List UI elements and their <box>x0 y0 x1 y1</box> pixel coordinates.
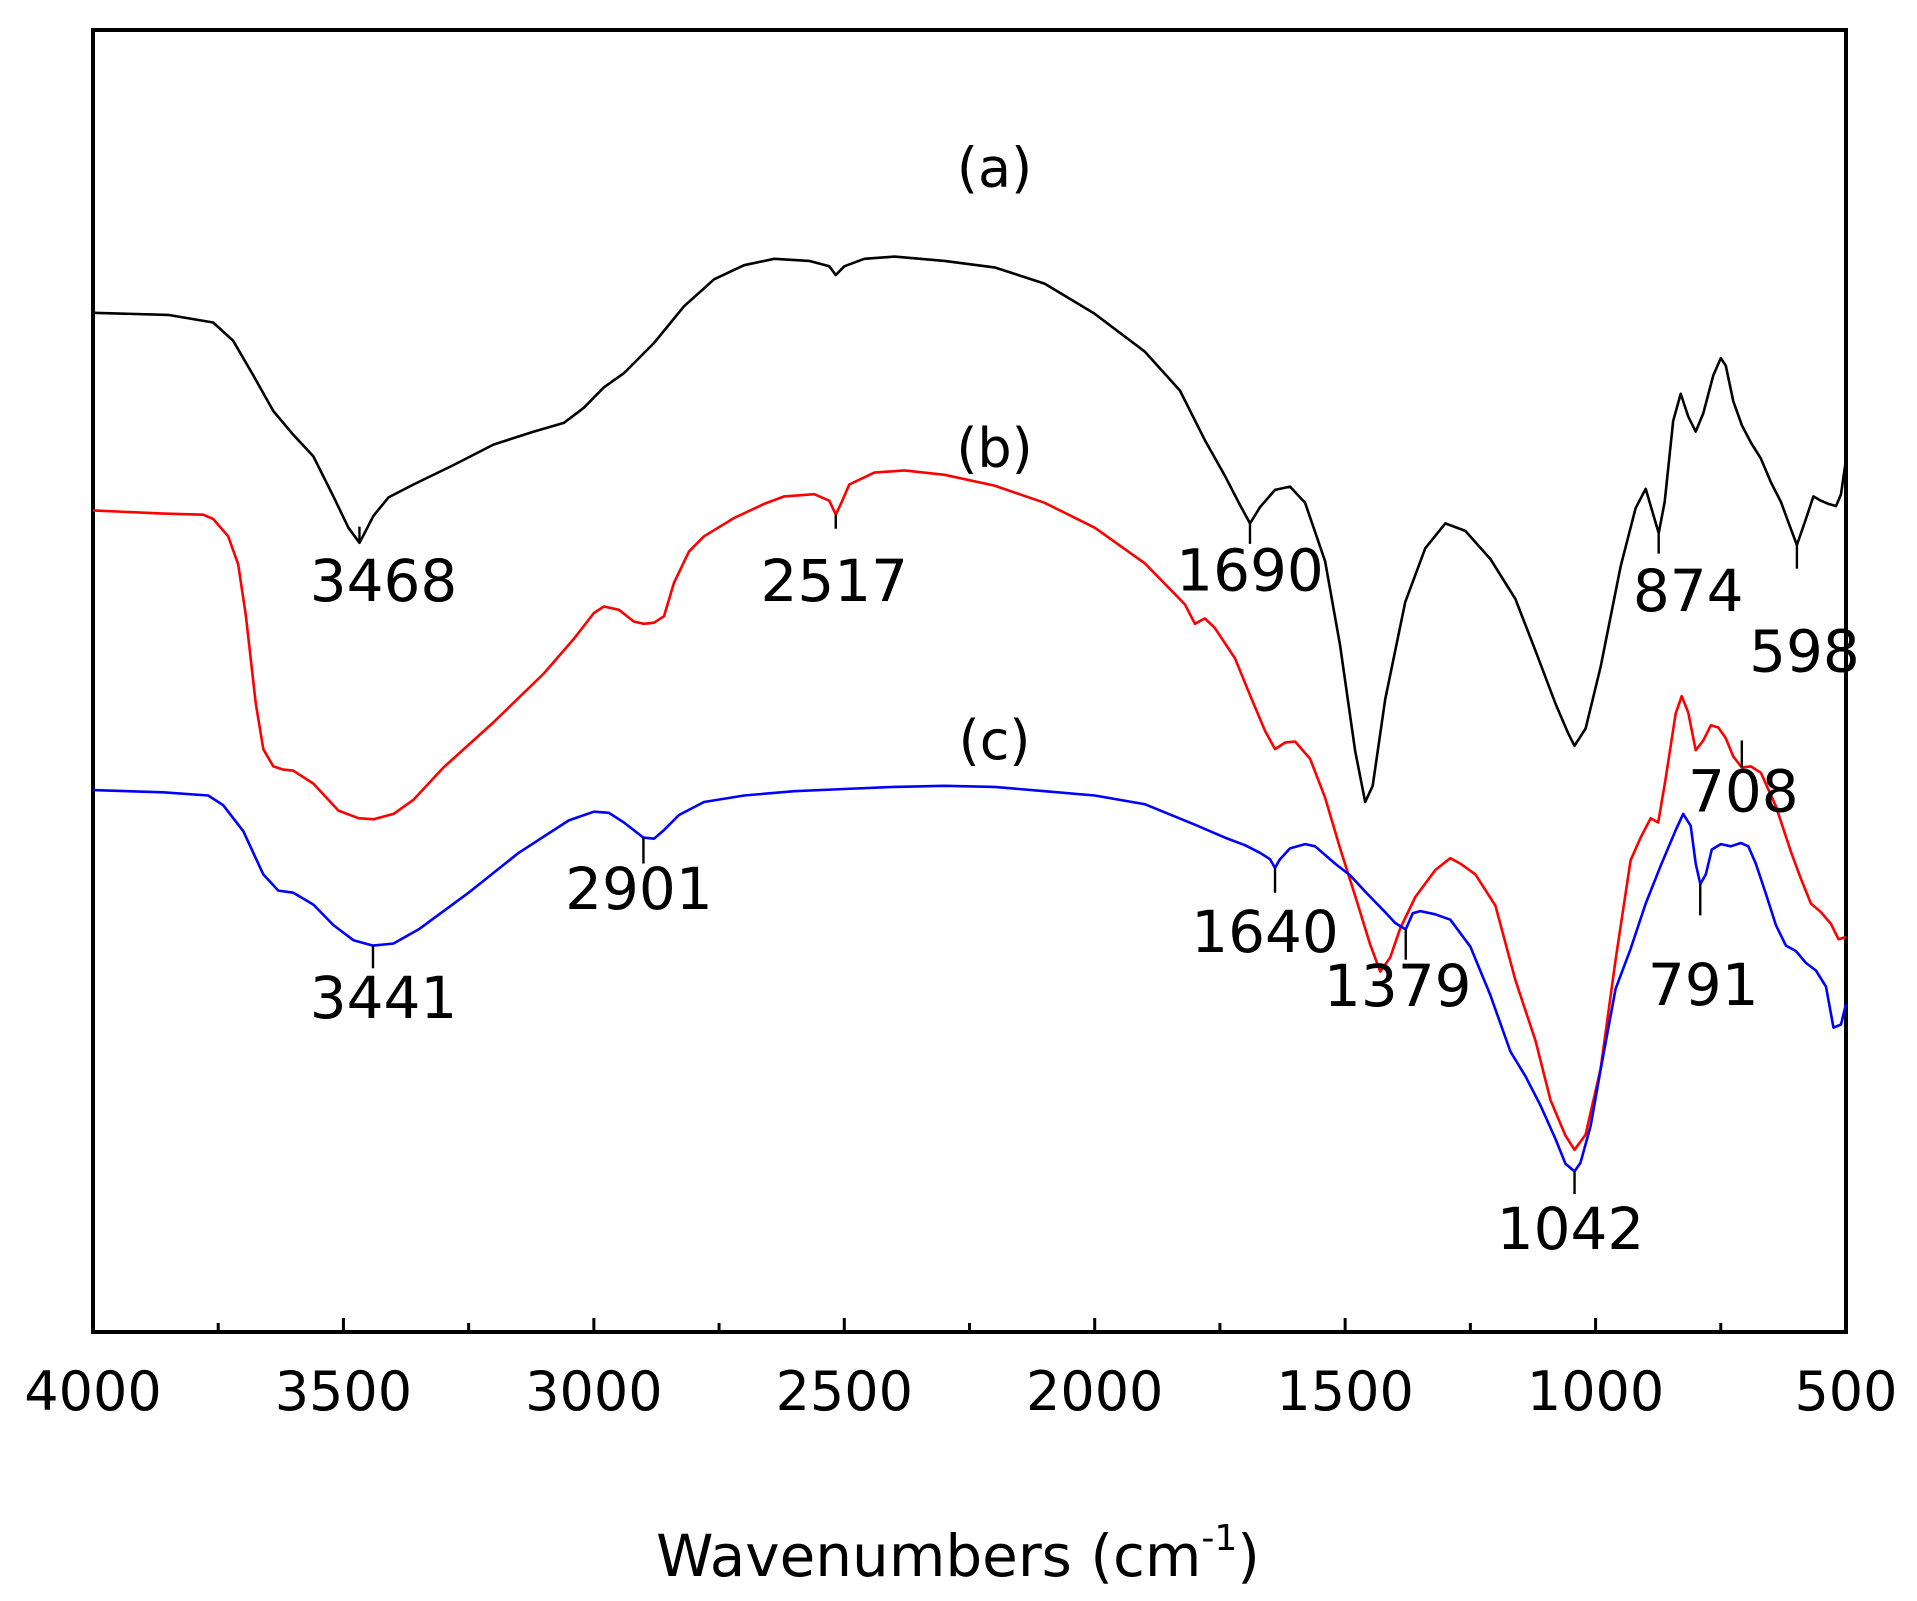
x-tick-label-1000: 1000 <box>1527 1360 1664 1423</box>
peak-label-1379: 1379 <box>1324 952 1472 1020</box>
peak-label-708: 708 <box>1688 758 1799 826</box>
x-tick-label-1500: 1500 <box>1276 1360 1413 1423</box>
x-axis: 4000 3500 3000 2500 2000 1500 1000 500 <box>24 1318 1898 1423</box>
peak-label-3441: 3441 <box>310 964 458 1032</box>
series-label-a: (a) <box>957 136 1032 199</box>
series-label-b: (b) <box>956 417 1032 480</box>
peak-label-598: 598 <box>1749 617 1860 685</box>
peak-label-3468: 3468 <box>310 547 458 615</box>
series-line-a <box>92 255 1848 804</box>
series-line-c <box>92 784 1848 1173</box>
peak-label-874: 874 <box>1633 557 1744 625</box>
x-tick-label-3500: 3500 <box>275 1360 412 1423</box>
peak-label-1042: 1042 <box>1497 1195 1645 1263</box>
peak-label-2901: 2901 <box>565 855 713 923</box>
x-axis-title-main: Wavenumbers (cm <box>656 1522 1201 1590</box>
x-axis-title: Wavenumbers (cm-1) <box>656 1518 1260 1590</box>
x-tick-label-2000: 2000 <box>1026 1360 1163 1423</box>
x-axis-title-close: ) <box>1237 1522 1260 1590</box>
peak-label-2517: 2517 <box>760 547 908 615</box>
series-line-b <box>92 469 1847 1152</box>
x-tick-label-3000: 3000 <box>525 1360 662 1423</box>
x-tick-label-500: 500 <box>1794 1360 1897 1423</box>
x-axis-title-superscript: -1 <box>1201 1518 1237 1559</box>
series-label-c: (c) <box>959 709 1031 772</box>
peak-label-1690: 1690 <box>1176 536 1324 604</box>
x-tick-label-2500: 2500 <box>776 1360 913 1423</box>
peak-label-1640: 1640 <box>1191 898 1339 966</box>
peak-label-791: 791 <box>1648 951 1759 1019</box>
x-tick-label-4000: 4000 <box>24 1360 161 1423</box>
